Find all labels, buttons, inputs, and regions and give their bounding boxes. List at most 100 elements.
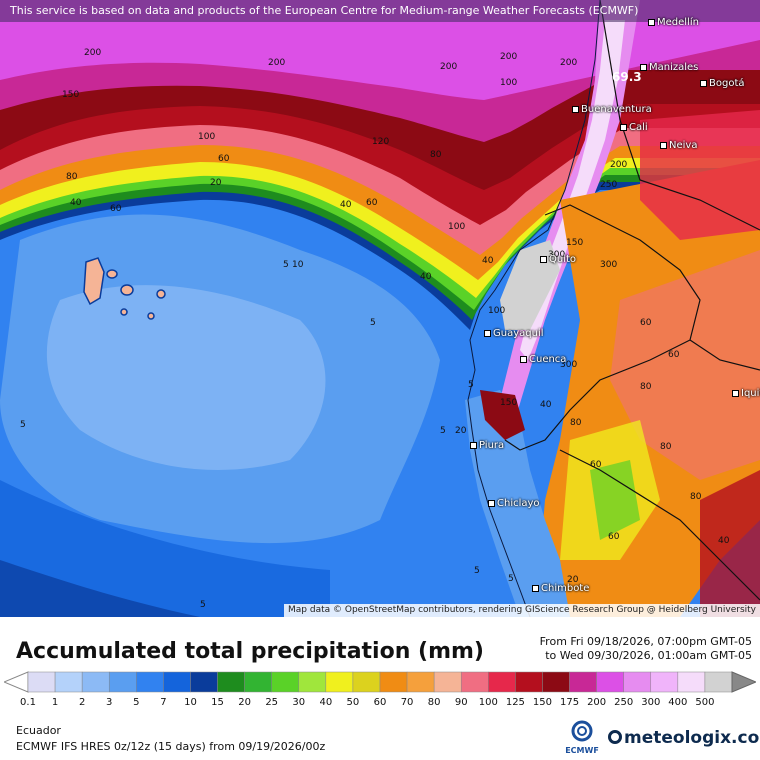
scale-cell <box>325 671 354 693</box>
scale-cell <box>515 671 543 693</box>
city-marker-icon <box>488 499 495 507</box>
city-quito[interactable]: Quito <box>540 254 576 265</box>
galapagos-islands <box>83 257 166 320</box>
contour-value-label: 40 <box>540 400 552 410</box>
scale-cell <box>108 671 137 693</box>
city-marker-icon <box>484 329 491 337</box>
scale-tick-label: 50 <box>346 697 360 708</box>
pale-blue-region <box>46 285 326 470</box>
contour-value-label: 40 <box>70 198 82 208</box>
contour-value-label: 100 <box>488 306 506 316</box>
scale-tick-label: 300 <box>641 697 661 708</box>
scale-cell <box>163 671 191 693</box>
scale-tick-label: 250 <box>614 697 634 708</box>
ecmwf-swirl-icon <box>571 720 593 742</box>
contour-value-label: 69.3 <box>612 70 642 84</box>
contour-value-label: 300 <box>600 260 618 270</box>
city-marker-icon <box>660 141 667 149</box>
contour-value-label: 150 <box>62 90 80 100</box>
scale-cell <box>406 671 435 693</box>
scale-cell <box>488 671 516 693</box>
scale-tick-label: 80 <box>427 697 441 708</box>
city-marker-icon <box>648 18 655 26</box>
forecast-date-range: From Fri 09/18/2026, 07:00pm GMT-05 to W… <box>540 635 752 663</box>
city-bogota[interactable]: Bogotá <box>700 78 745 89</box>
contour-value-label: 5 <box>474 566 480 576</box>
scale-min-arrow <box>4 671 29 693</box>
contour-value-label: 200 <box>500 52 518 62</box>
model-info: ECMWF IFS HRES 0z/12z (15 days) from 09/… <box>16 740 326 753</box>
date-to: to Wed 09/30/2026, 01:00am GMT-05 <box>545 649 752 662</box>
scale-cell <box>27 671 56 693</box>
peru-green-patch <box>590 460 640 540</box>
scale-cell <box>650 671 679 693</box>
contour-value-label: 200 <box>440 62 458 72</box>
colombia-red-patch <box>640 110 760 240</box>
scale-cell <box>379 671 408 693</box>
scale-tick-label: 200 <box>587 697 607 708</box>
scale-cell <box>271 671 300 693</box>
contour-value-label: 60 <box>640 318 652 328</box>
contour-value-label: 150 <box>566 238 584 248</box>
contour-value-label: 5 <box>283 260 289 270</box>
meteologix-icon <box>608 730 622 744</box>
scale-tick-label: 40 <box>319 697 333 708</box>
city-marker-icon <box>470 441 477 449</box>
scale-tick-label: 3 <box>106 697 113 708</box>
scale-tick-label: 20 <box>238 697 251 708</box>
city-cuenca[interactable]: Cuenca <box>520 354 566 365</box>
scale-tick-label: 90 <box>454 697 468 708</box>
color-scale-cells <box>4 671 756 693</box>
scale-tick-label: 0.1 <box>20 697 36 708</box>
contour-value-label: 20 <box>567 575 579 585</box>
contour-value-label: 60 <box>110 204 122 214</box>
map-attribution: Map data © OpenStreetMap contributors, r… <box>284 604 760 617</box>
contour-value-label: 150 <box>500 398 518 408</box>
city-chiclayo[interactable]: Chiclayo <box>488 498 540 509</box>
ecuador-south-dark-red <box>480 390 525 440</box>
city-cali[interactable]: Cali <box>620 122 648 133</box>
contour-value-label: 40 <box>718 536 730 546</box>
scale-tick-label: 70 <box>400 697 414 708</box>
scale-tick-label: 125 <box>505 697 525 708</box>
city-neiva[interactable]: Neiva <box>660 140 697 151</box>
contour-value-label: 80 <box>430 150 442 160</box>
scale-cell <box>190 671 218 693</box>
city-buenaventura[interactable]: Buenaventura <box>572 104 652 115</box>
contour-value-label: 5 <box>440 426 446 436</box>
meteologix-logo[interactable]: meteologix.com <box>608 728 760 748</box>
contour-value-label: 80 <box>640 382 652 392</box>
contour-value-label: 80 <box>66 172 78 182</box>
city-medellin[interactable]: Medellín <box>648 17 699 28</box>
contour-value-label: 20 <box>210 178 222 188</box>
scale-cell <box>460 671 489 693</box>
city-guayaquil[interactable]: Guayaquil <box>484 328 544 339</box>
scale-tick-label: 175 <box>559 697 580 708</box>
color-scale-ticks: 0.1 1 2 3 5 7 10 15 20 25 30 40 50 60 70 80 90 100 125 150 1… <box>0 697 760 711</box>
contour-value-label: 300 <box>560 360 578 370</box>
city-marker-icon <box>520 355 527 363</box>
contour-value-label: 5 <box>468 380 474 390</box>
city-iquitos[interactable]: Iquit <box>732 388 760 399</box>
precipitation-field <box>0 0 760 617</box>
city-chimbote[interactable]: Chimbote <box>532 583 589 594</box>
scale-tick-label: 400 <box>668 697 688 708</box>
scale-tick-label: 500 <box>695 697 715 708</box>
contour-value-label: 60 <box>590 460 602 470</box>
contour-value-label: 10 <box>292 260 304 270</box>
scale-tick-label: 150 <box>532 697 552 708</box>
contour-value-label: 100 <box>448 222 466 232</box>
legend-footer: Accumulated total precipitation (mm) Fro… <box>0 617 760 760</box>
contour-value-label: 5 <box>20 420 26 430</box>
city-manizales[interactable]: Manizales <box>640 62 698 73</box>
city-piura[interactable]: Piura <box>470 440 504 451</box>
scale-tick-label: 2 <box>78 697 86 708</box>
date-from: From Fri 09/18/2026, 07:00pm GMT-05 <box>539 635 752 648</box>
data-source-banner: This service is based on data and produc… <box>0 0 760 22</box>
contour-value-label: 200 <box>560 58 578 68</box>
scale-tick-label: 1 <box>51 697 59 708</box>
scale-max-arrow <box>731 671 756 693</box>
ecmwf-logo: ECMWF <box>562 720 602 756</box>
scale-tick-label: 15 <box>211 697 224 708</box>
precipitation-map[interactable]: This service is based on data and produc… <box>0 0 760 617</box>
